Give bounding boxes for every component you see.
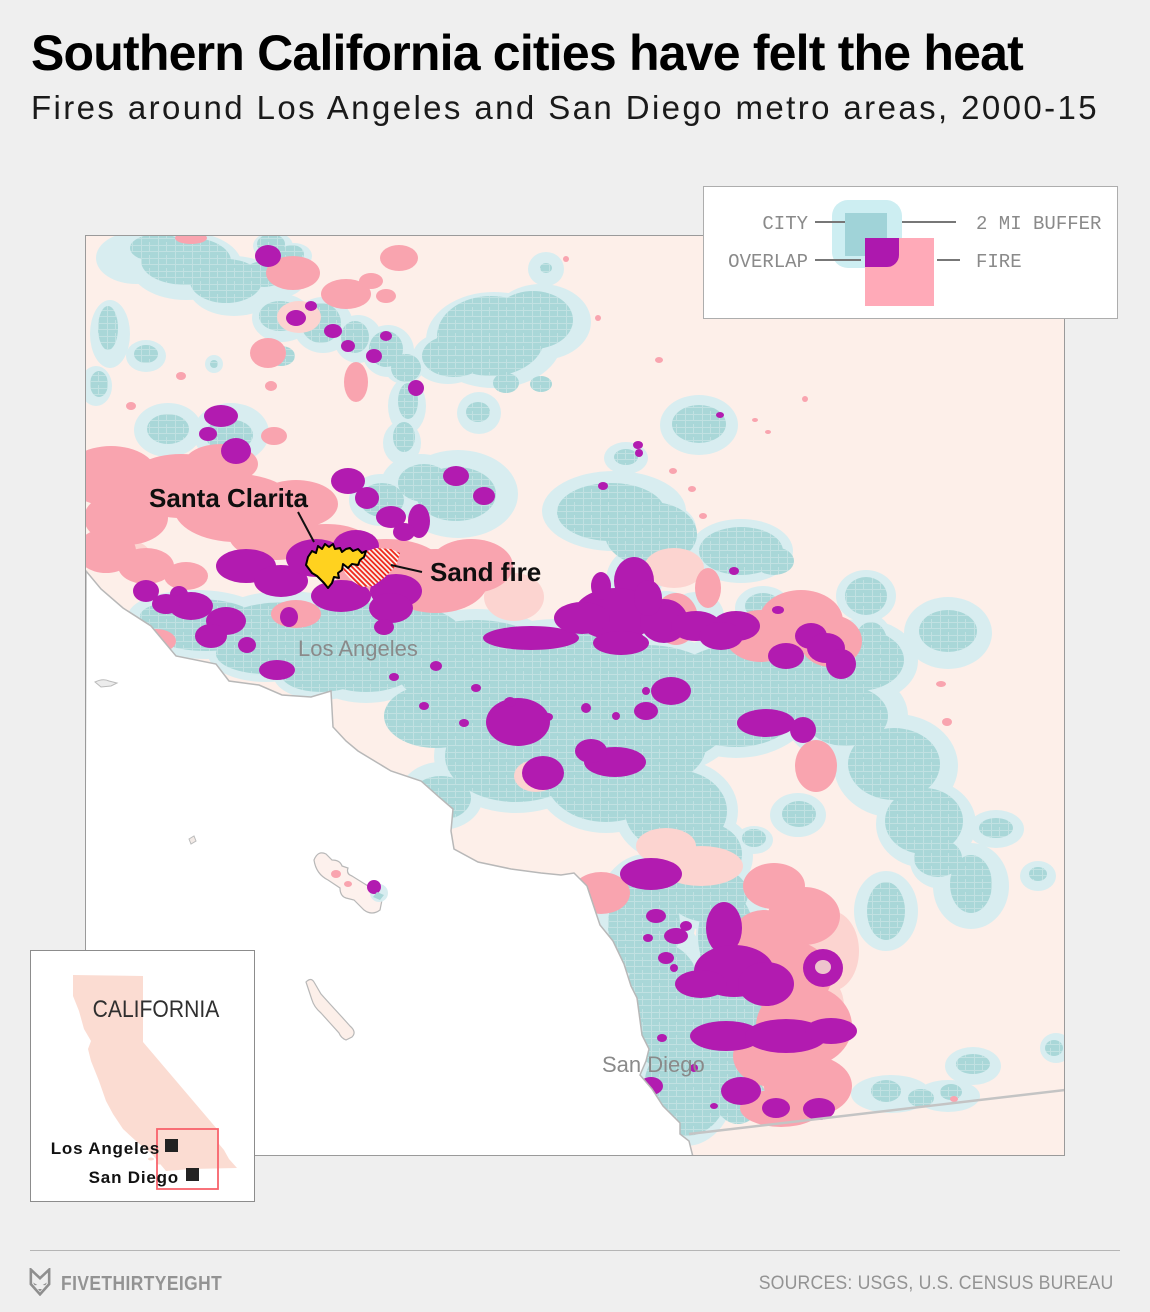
svg-text:San Diego: San Diego [89,1168,179,1187]
svg-text:OVERLAP: OVERLAP [728,251,808,273]
svg-text:San Diego: San Diego [602,1052,705,1077]
svg-text:Santa Clarita: Santa Clarita [149,483,308,513]
svg-text:FIRE: FIRE [976,251,1022,273]
svg-text:CITY: CITY [762,213,808,235]
svg-text:2 MI BUFFER: 2 MI BUFFER [976,213,1101,235]
svg-text:Los Angeles: Los Angeles [51,1139,160,1158]
svg-text:Los Angeles: Los Angeles [298,636,418,661]
svg-text:CALIFORNIA: CALIFORNIA [93,996,221,1023]
svg-text:Sand fire: Sand fire [430,557,541,587]
